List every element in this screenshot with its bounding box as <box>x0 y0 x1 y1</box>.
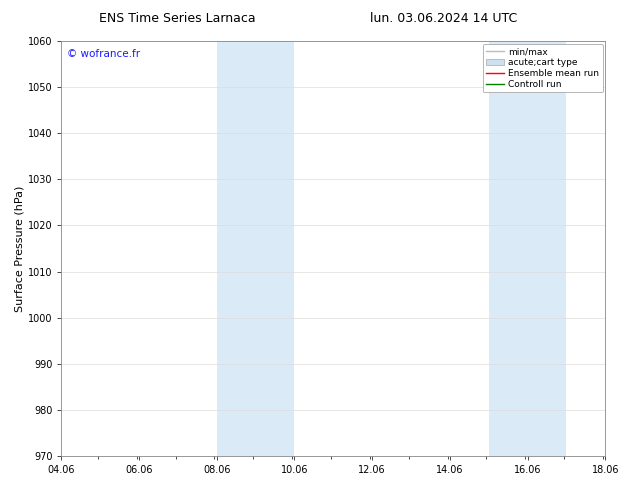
Text: lun. 03.06.2024 14 UTC: lun. 03.06.2024 14 UTC <box>370 12 517 25</box>
Legend: min/max, acute;cart type, Ensemble mean run, Controll run: min/max, acute;cart type, Ensemble mean … <box>482 44 602 93</box>
Y-axis label: Surface Pressure (hPa): Surface Pressure (hPa) <box>15 185 25 312</box>
Bar <box>217 41 295 456</box>
Text: ENS Time Series Larnaca: ENS Time Series Larnaca <box>99 12 256 25</box>
Bar <box>489 41 566 456</box>
Text: © wofrance.fr: © wofrance.fr <box>67 49 140 59</box>
